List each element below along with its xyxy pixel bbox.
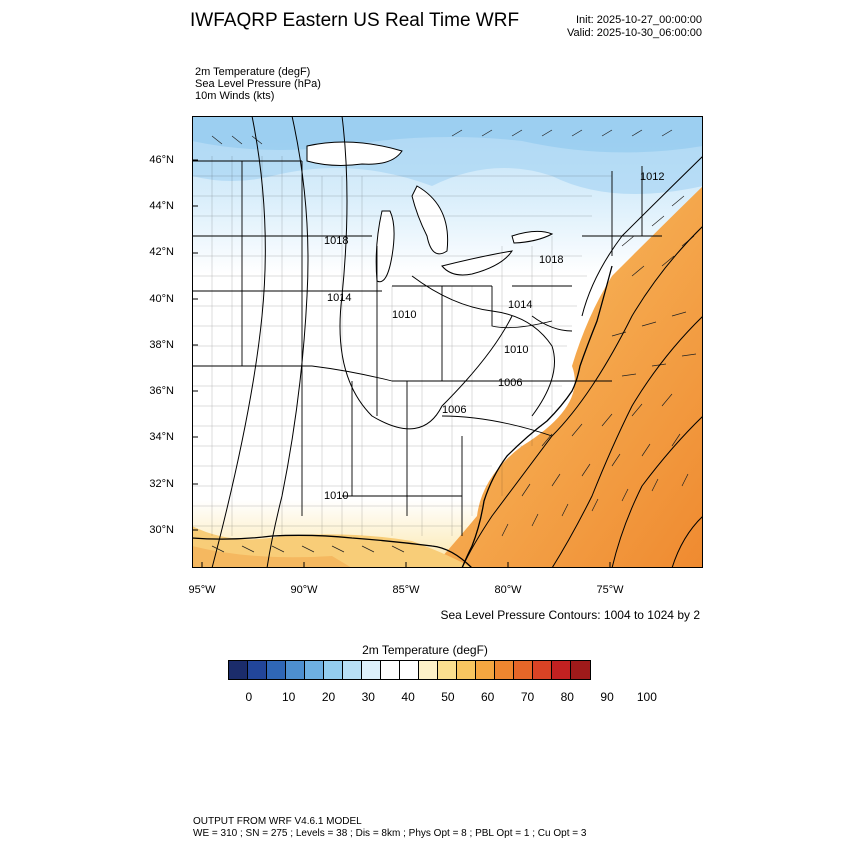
model-config: WE = 310 ; SN = 275 ; Levels = 38 ; Dis … xyxy=(193,828,587,839)
colorbar-swatch xyxy=(495,661,514,679)
lat-label-46: 46°N xyxy=(149,154,174,166)
colorbar-swatch xyxy=(362,661,381,679)
isobar-label-8: 1006 xyxy=(498,377,522,389)
chart-title: IWFAQRP Eastern US Real Time WRF xyxy=(190,10,520,31)
colorbar-swatch xyxy=(476,661,495,679)
colorbar-swatch xyxy=(571,661,590,679)
run-times: Init: 2025-10-27_00:00:00 Valid: 2025-10… xyxy=(567,14,702,40)
colorbar-label: 70 xyxy=(520,690,535,704)
init-time: Init: 2025-10-27_00:00:00 xyxy=(576,14,702,26)
gulf-coastline xyxy=(191,534,473,569)
colorbar-swatch xyxy=(343,661,362,679)
wind-barbs xyxy=(211,129,697,553)
pressure-contour-note: Sea Level Pressure Contours: 1004 to 102… xyxy=(440,608,701,622)
colorbar-swatch xyxy=(514,661,533,679)
isobar-label-3: 1018 xyxy=(539,254,563,266)
colorbar-label: 40 xyxy=(401,690,415,704)
lake-michigan xyxy=(375,210,395,283)
lat-label-32: 32°N xyxy=(149,478,174,490)
isobar-label-10: 1010 xyxy=(324,490,348,502)
colorbar-label: 100 xyxy=(636,690,657,704)
weather-map: 1012 1018 1018 1014 1010 1014 1010 1006 … xyxy=(191,115,704,569)
colorbar-swatch xyxy=(457,661,476,679)
colorbar-swatch xyxy=(286,661,305,679)
lon-label-75: 75°W xyxy=(596,584,624,596)
lat-label-34: 34°N xyxy=(149,431,174,443)
colorbar-label: 20 xyxy=(321,690,336,704)
lat-label-30: 30°N xyxy=(149,524,174,536)
colorbar-label: 10 xyxy=(282,690,296,704)
lon-label-85: 85°W xyxy=(392,584,420,596)
field-winds: 10m Winds (kts) xyxy=(195,90,275,102)
colorbar-swatch xyxy=(552,661,571,679)
lon-label-90: 90°W xyxy=(290,584,318,596)
gulf-warm xyxy=(192,546,352,568)
isobar-label-7: 1010 xyxy=(504,344,528,356)
colorbar-swatch xyxy=(419,661,438,679)
colorbar-swatch xyxy=(324,661,343,679)
lake-erie xyxy=(441,250,514,276)
lat-label-44: 44°N xyxy=(149,200,174,212)
lat-label-36: 36°N xyxy=(149,385,174,397)
lake-ontario xyxy=(511,230,554,244)
lake-superior xyxy=(306,141,403,166)
atlantic-ocean xyxy=(432,186,703,568)
temperature-colorbar xyxy=(228,660,591,680)
colorbar-swatch xyxy=(229,661,248,679)
isobar-label-2: 1018 xyxy=(324,235,348,247)
map-canvas: 1012 1018 1018 1014 1010 1014 1010 1006 … xyxy=(191,115,704,569)
colorbar-swatch xyxy=(381,661,400,679)
lat-label-38: 38°N xyxy=(149,339,174,351)
colorbar-swatch xyxy=(305,661,324,679)
model-footer: OUTPUT FROM WRF V4.6.1 MODEL WE = 310 ; … xyxy=(193,816,586,840)
colorbar-title: 2m Temperature (degF) xyxy=(362,643,488,657)
map-frame xyxy=(192,116,703,568)
isobar-label-6: 1014 xyxy=(508,299,532,311)
isobar-label-5: 1010 xyxy=(392,309,416,321)
lon-label-80: 80°W xyxy=(494,584,522,596)
lat-label-42: 42°N xyxy=(149,246,174,258)
colorbar-label: 50 xyxy=(441,690,455,704)
colorbar-label: 30 xyxy=(361,690,375,704)
isobar-label-4: 1014 xyxy=(327,292,351,304)
colorbar-label: 80 xyxy=(560,690,574,704)
colorbar-swatch xyxy=(533,661,552,679)
colorbar-swatch xyxy=(438,661,457,679)
lon-label-95: 95°W xyxy=(188,584,216,596)
axis-ticks xyxy=(192,159,611,568)
colorbar-label: 0 xyxy=(245,690,253,704)
colorbar-label: 60 xyxy=(481,690,495,704)
pressure-isobars xyxy=(211,115,704,569)
county-lines xyxy=(192,156,612,536)
state-boundaries xyxy=(192,160,662,536)
isobar-label-9: 1006 xyxy=(442,404,466,416)
colorbar-label: 90 xyxy=(600,690,614,704)
colorbar-swatch xyxy=(267,661,286,679)
field-temperature: 2m Temperature (degF) xyxy=(195,66,311,78)
isobar-label-1: 1012 xyxy=(640,171,664,183)
east-coastline xyxy=(461,265,613,569)
lake-huron xyxy=(411,185,449,255)
field-pressure: Sea Level Pressure (hPa) xyxy=(195,78,321,90)
model-version: OUTPUT FROM WRF V4.6.1 MODEL xyxy=(193,816,362,827)
field-list: 2m Temperature (degF) Sea Level Pressure… xyxy=(195,66,321,102)
valid-time: Valid: 2025-10-30_06:00:00 xyxy=(567,27,702,39)
colorbar-swatch xyxy=(248,661,267,679)
colorbar-swatch xyxy=(400,661,419,679)
lat-label-40: 40°N xyxy=(149,293,174,305)
